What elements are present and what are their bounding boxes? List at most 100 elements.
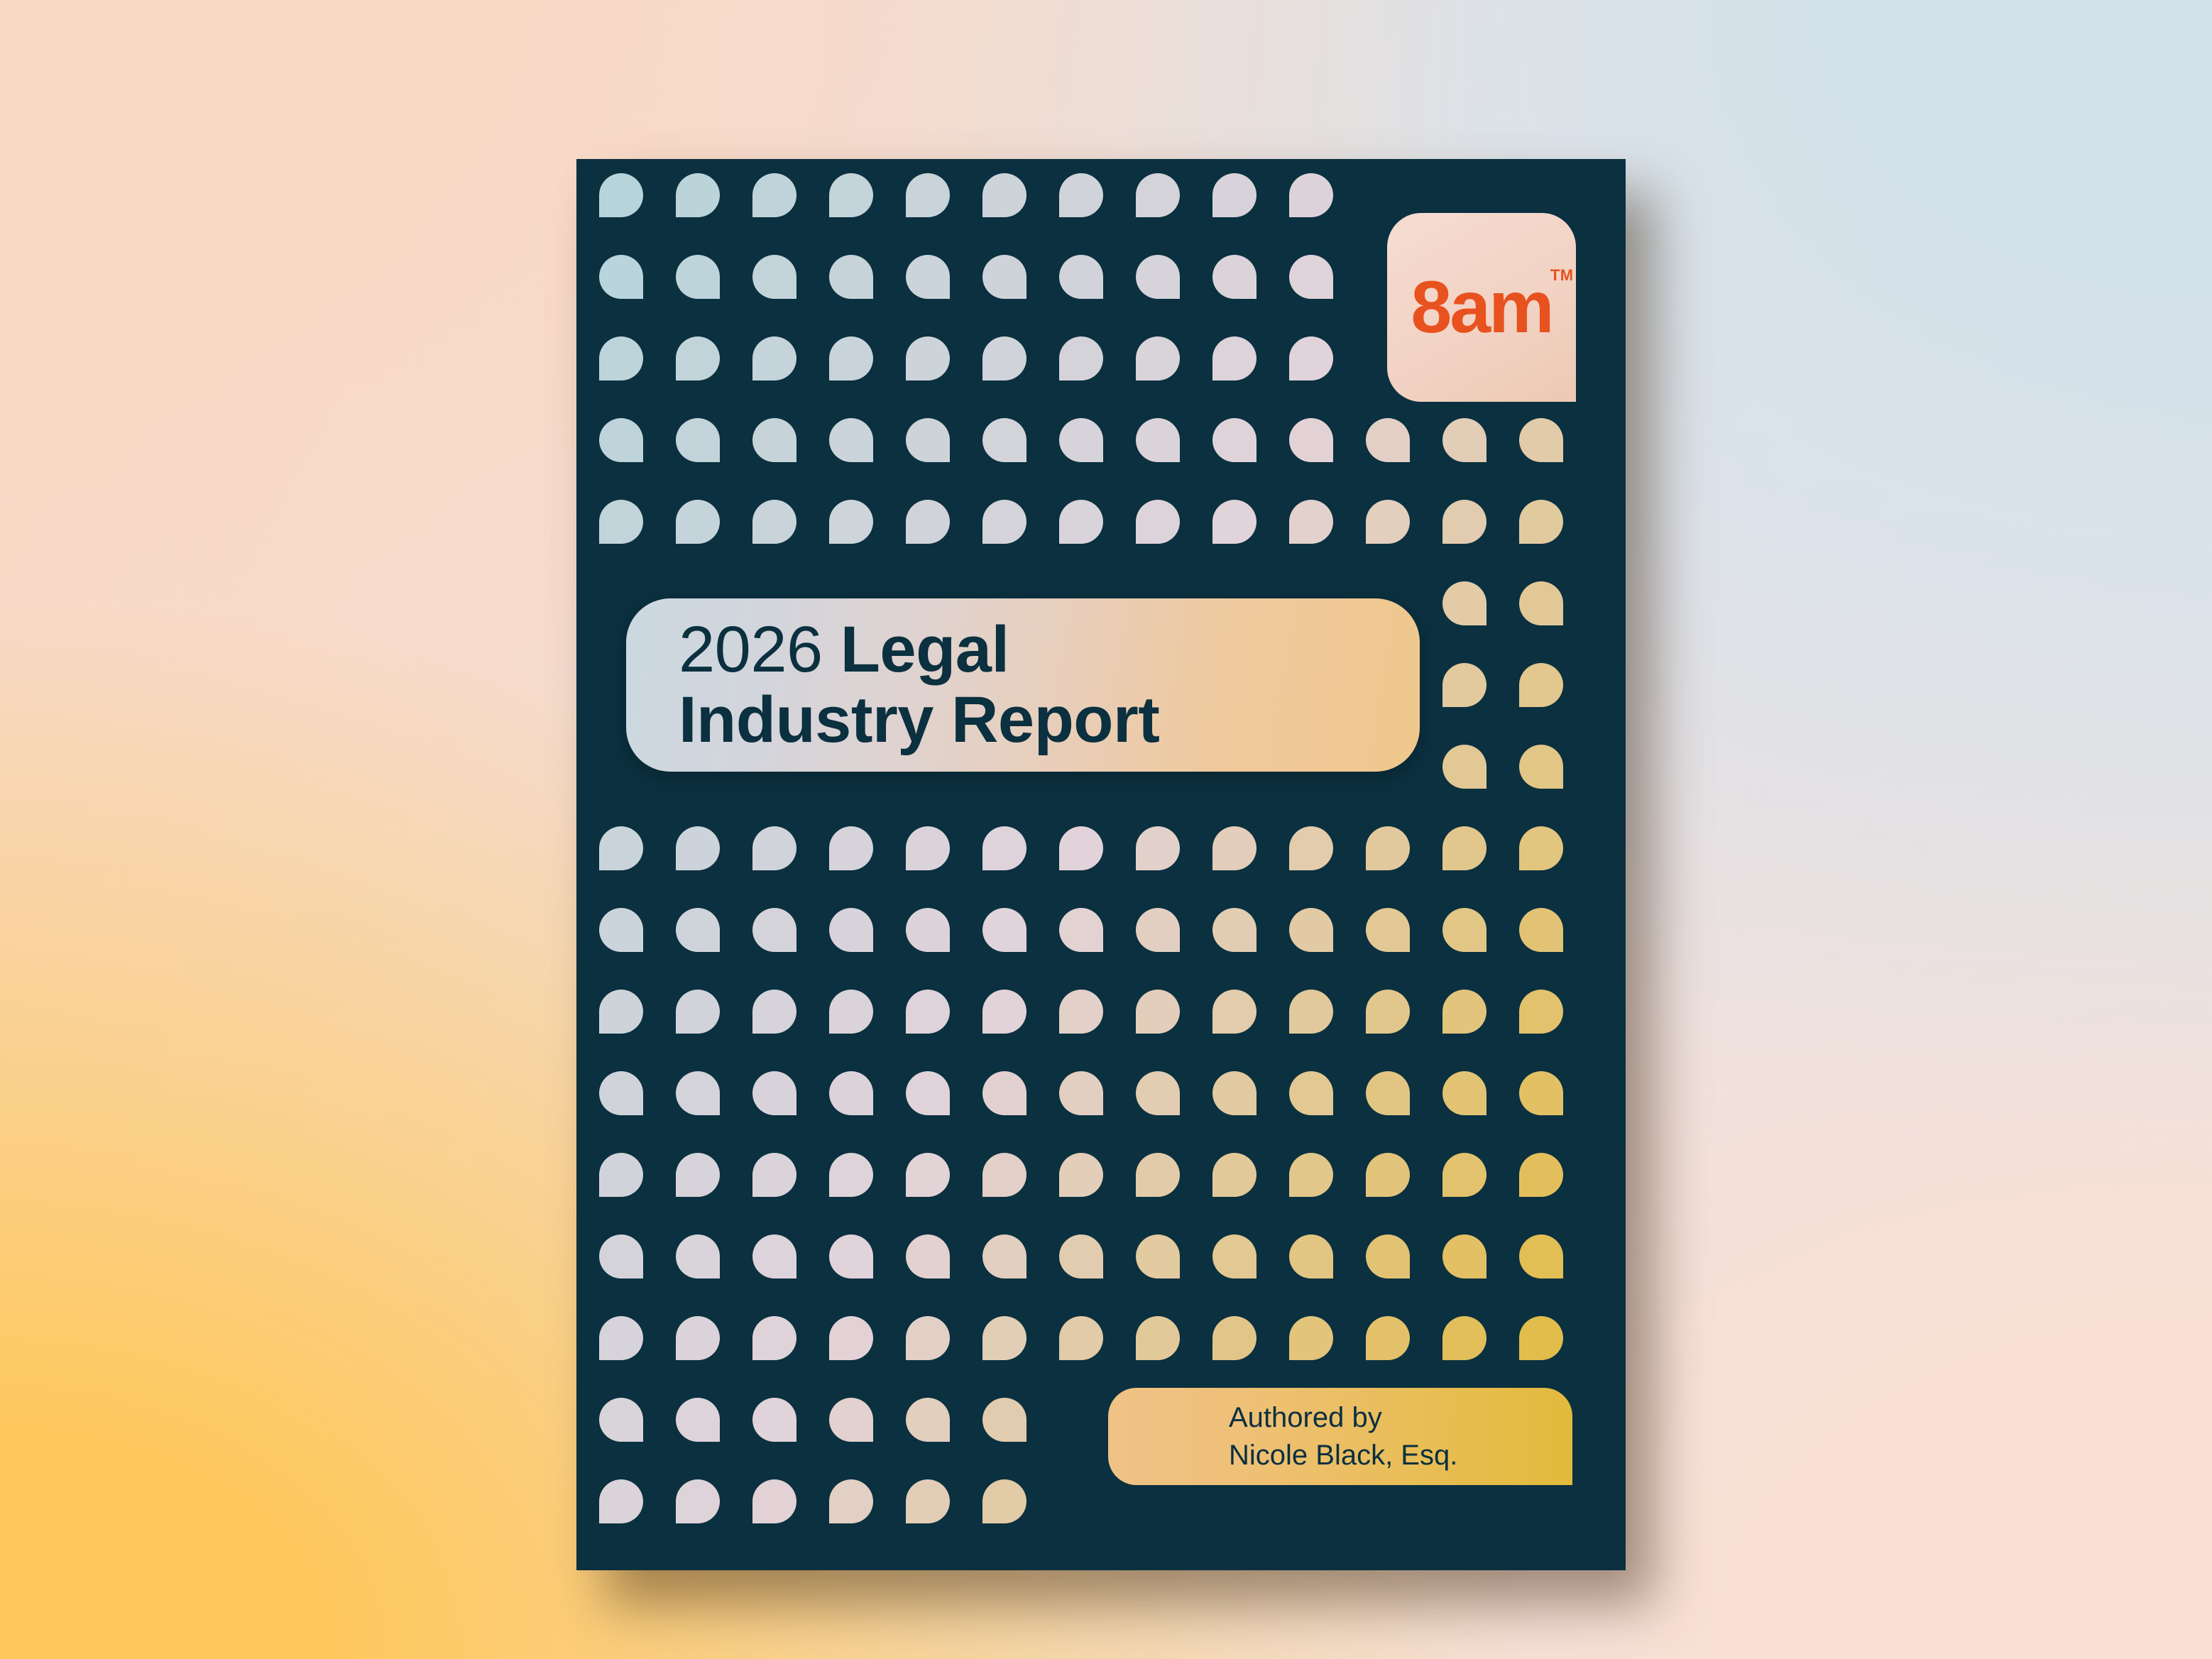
logo-lockup: 8am TM bbox=[1411, 266, 1573, 349]
pattern-dot bbox=[599, 1316, 643, 1360]
pattern-dot bbox=[599, 990, 643, 1034]
pattern-dot bbox=[906, 173, 950, 217]
pattern-dot bbox=[1212, 255, 1256, 299]
author-name: Nicole Black, Esq. bbox=[1229, 1439, 1458, 1471]
pattern-dot bbox=[1366, 1234, 1410, 1279]
pattern-dot bbox=[676, 1071, 720, 1115]
pattern-dot bbox=[829, 1479, 873, 1523]
pattern-dot bbox=[676, 990, 720, 1034]
pattern-dot bbox=[829, 1234, 873, 1279]
pattern-dot bbox=[752, 1153, 796, 1197]
pattern-dot bbox=[1136, 173, 1180, 217]
pattern-dot bbox=[1289, 990, 1333, 1034]
pattern-dot bbox=[1059, 336, 1103, 380]
pattern-dot bbox=[1212, 826, 1256, 870]
pattern-dot bbox=[1059, 908, 1103, 952]
pattern-dot bbox=[1519, 663, 1563, 707]
pattern-dot bbox=[982, 990, 1026, 1034]
pattern-dot bbox=[1212, 336, 1256, 380]
pattern-dot bbox=[1366, 990, 1410, 1034]
pattern-dot bbox=[1212, 500, 1256, 544]
pattern-dot bbox=[599, 826, 643, 870]
pattern-dot bbox=[1519, 745, 1563, 789]
title-year: 2026 bbox=[679, 613, 823, 686]
pattern-dot bbox=[1289, 826, 1333, 870]
pattern-dot bbox=[829, 173, 873, 217]
pattern-dot bbox=[1442, 663, 1486, 707]
pattern-dot bbox=[1136, 336, 1180, 380]
pattern-dot bbox=[829, 826, 873, 870]
pattern-dot bbox=[1442, 581, 1486, 625]
author-badge: Authored by Nicole Black, Esq. bbox=[1108, 1388, 1572, 1485]
pattern-dot bbox=[676, 173, 720, 217]
pattern-dot bbox=[1519, 908, 1563, 952]
pattern-dot bbox=[906, 990, 950, 1034]
pattern-dot bbox=[906, 500, 950, 544]
trademark-icon: TM bbox=[1550, 266, 1574, 284]
pattern-dot bbox=[676, 336, 720, 380]
pattern-dot bbox=[752, 908, 796, 952]
pattern-dot bbox=[1136, 990, 1180, 1034]
pattern-dot bbox=[1442, 418, 1486, 462]
pattern-dot bbox=[752, 173, 796, 217]
pattern-dot bbox=[1289, 1071, 1333, 1115]
pattern-dot bbox=[1289, 1316, 1333, 1360]
pattern-dot bbox=[906, 1153, 950, 1197]
pattern-dot bbox=[676, 418, 720, 462]
pattern-dot bbox=[752, 1479, 796, 1523]
pattern-dot bbox=[1059, 1153, 1103, 1197]
pattern-dot bbox=[1519, 418, 1563, 462]
brand-logo-card: 8am TM bbox=[1387, 213, 1576, 402]
pattern-dot bbox=[676, 1234, 720, 1279]
pattern-dot bbox=[1366, 418, 1410, 462]
pattern-dot bbox=[1442, 1153, 1486, 1197]
pattern-dot bbox=[1366, 908, 1410, 952]
pattern-dot bbox=[1059, 1071, 1103, 1115]
pattern-dot bbox=[1366, 1316, 1410, 1360]
pattern-dot bbox=[906, 255, 950, 299]
pattern-dot bbox=[1366, 500, 1410, 544]
report-cover: 8am TM 2026 Legal Industry Report Author… bbox=[576, 159, 1626, 1570]
pattern-dot bbox=[982, 1479, 1026, 1523]
pattern-dot bbox=[1212, 1071, 1256, 1115]
pattern-dot bbox=[1289, 336, 1333, 380]
pattern-dot bbox=[1519, 1153, 1563, 1197]
pattern-dot bbox=[676, 1479, 720, 1523]
pattern-dot bbox=[1059, 1316, 1103, 1360]
pattern-dot bbox=[1442, 745, 1486, 789]
pattern-dot bbox=[1442, 1234, 1486, 1279]
pattern-dot bbox=[599, 1398, 643, 1442]
pattern-dot bbox=[676, 908, 720, 952]
pattern-dot bbox=[599, 173, 643, 217]
pattern-dot bbox=[982, 500, 1026, 544]
pattern-dot bbox=[752, 255, 796, 299]
pattern-dot bbox=[1442, 990, 1486, 1034]
pattern-dot bbox=[1366, 1153, 1410, 1197]
pattern-dot bbox=[829, 1153, 873, 1197]
pattern-dot bbox=[1289, 173, 1333, 217]
pattern-dot bbox=[599, 908, 643, 952]
title-word-legal: Legal bbox=[840, 613, 1009, 686]
pattern-dot bbox=[829, 418, 873, 462]
pattern-dot bbox=[752, 1398, 796, 1442]
pattern-dot bbox=[1059, 500, 1103, 544]
pattern-dot bbox=[1289, 1234, 1333, 1279]
pattern-dot bbox=[982, 336, 1026, 380]
pattern-dot bbox=[829, 336, 873, 380]
pattern-dot bbox=[1136, 1153, 1180, 1197]
pattern-dot bbox=[1136, 1234, 1180, 1279]
pattern-dot bbox=[906, 1234, 950, 1279]
pattern-dot bbox=[1136, 908, 1180, 952]
pattern-dot bbox=[1136, 255, 1180, 299]
pattern-dot bbox=[1136, 418, 1180, 462]
pattern-dot bbox=[676, 826, 720, 870]
pattern-dot bbox=[829, 500, 873, 544]
pattern-dot bbox=[1442, 1316, 1486, 1360]
pattern-dot bbox=[829, 255, 873, 299]
pattern-dot bbox=[829, 1398, 873, 1442]
pattern-dot bbox=[599, 255, 643, 299]
pattern-dot bbox=[752, 500, 796, 544]
brand-wordmark: 8am bbox=[1411, 266, 1554, 349]
pattern-dot bbox=[1519, 826, 1563, 870]
